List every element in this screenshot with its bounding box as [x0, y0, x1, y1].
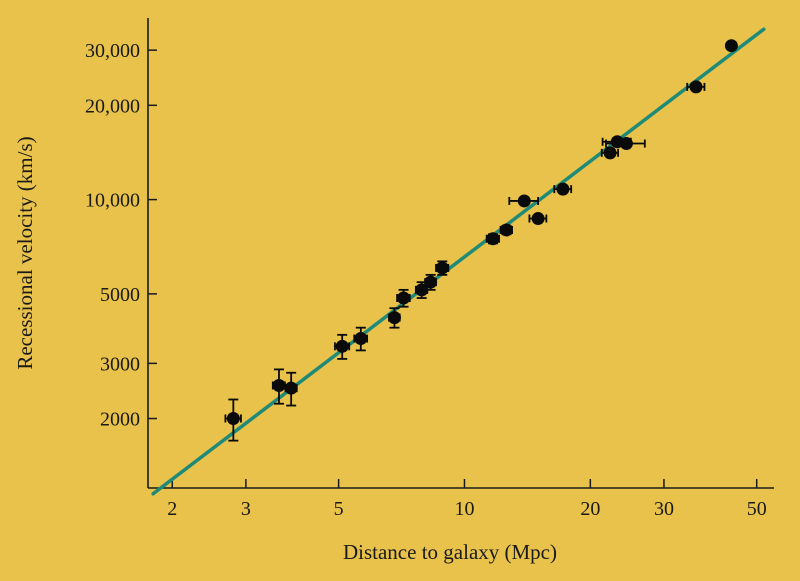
- y-tick-label: 2000: [100, 409, 140, 431]
- x-tick-label: 20: [580, 498, 600, 520]
- data-point: [226, 412, 240, 426]
- data-points: [224, 39, 738, 442]
- y-tick-label: 5000: [100, 284, 140, 306]
- x-ticks: 2 3 5 10 20 30 50: [167, 479, 767, 520]
- x-tick-label: 50: [747, 498, 767, 520]
- data-point: [272, 378, 286, 392]
- data-point: [435, 261, 449, 275]
- x-tick-label: 2: [167, 498, 177, 520]
- y-tick-label: 10,000: [85, 190, 140, 212]
- fit-line-group: [151, 27, 766, 496]
- data-point: [415, 283, 429, 297]
- y-tick-label: 30,000: [85, 40, 140, 62]
- data-point: [486, 232, 500, 246]
- data-point: [619, 137, 633, 151]
- y-tick-label: 3000: [100, 353, 140, 375]
- y-tick-label: 20,000: [85, 95, 140, 117]
- data-point: [724, 39, 738, 53]
- x-tick-label: 10: [454, 498, 474, 520]
- data-point: [517, 194, 531, 208]
- data-point: [354, 332, 368, 346]
- axes: [147, 18, 774, 489]
- data-point: [284, 381, 298, 395]
- data-point: [397, 291, 411, 305]
- data-point: [424, 275, 438, 289]
- x-axis-title: Distance to galaxy (Mpc): [343, 540, 557, 564]
- x-tick-label: 3: [241, 498, 251, 520]
- x-tick-label: 30: [654, 498, 674, 520]
- data-point: [335, 339, 349, 353]
- data-point: [689, 80, 703, 94]
- y-ticks: 2000 3000 5000 10,000 20,000 30,000: [85, 40, 157, 431]
- data-point: [556, 182, 570, 196]
- fit-line: [151, 27, 766, 496]
- x-tick-label: 5: [334, 498, 344, 520]
- data-point: [531, 212, 545, 226]
- data-point: [603, 146, 617, 160]
- data-point: [499, 223, 513, 237]
- data-point: [387, 311, 401, 325]
- y-axis-title: Recessional velocity (km/s): [13, 136, 37, 369]
